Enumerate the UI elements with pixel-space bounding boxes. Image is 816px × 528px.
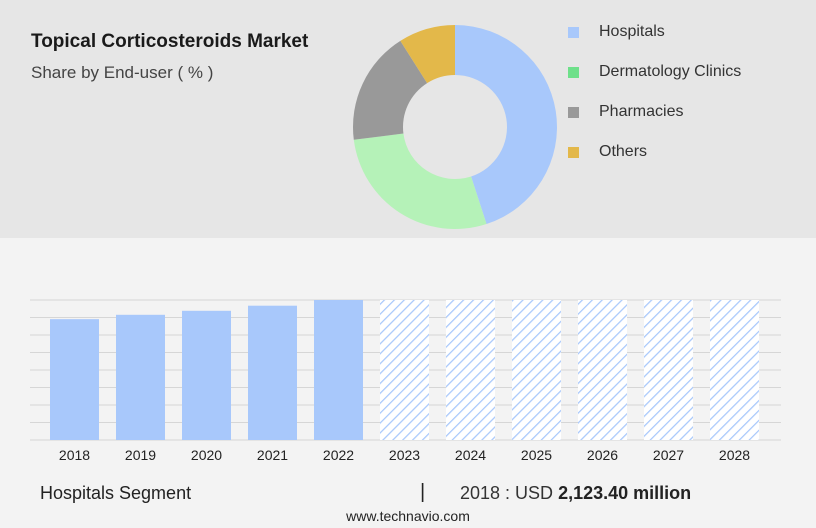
legend-swatch-dermatology-clinics [568,66,579,78]
donut-slice-dermatology-clinics[interactable] [353,133,487,230]
chart-subtitle: Share by End-user ( % ) [31,63,214,82]
x-tick-2024: 2024 [455,447,486,463]
source-link[interactable]: www.technavio.com [346,508,470,524]
x-tick-2018: 2018 [59,447,90,463]
x-tick-2025: 2025 [521,447,552,463]
footer-separator: | [420,481,426,503]
bar-2023[interactable] [380,300,429,440]
segment-label: Hospitals Segment [40,483,192,503]
legend-item-others[interactable]: Others [568,132,741,172]
legend-swatch-others [568,146,579,158]
legend-label-dermatology-clinics: Dermatology Clinics [599,63,742,80]
donut-slice-hospitals[interactable] [455,25,558,225]
x-tick-2021: 2021 [257,447,288,463]
bar-2026[interactable] [578,300,627,440]
x-tick-2026: 2026 [587,447,618,463]
chart-title: Topical Corticosteroids Market [31,31,309,52]
highlight-amount: 2,123.40 million [558,483,692,503]
bar-2028[interactable] [710,300,759,440]
x-tick-2027: 2027 [653,447,684,463]
x-tick-2019: 2019 [125,447,156,463]
x-tick-2023: 2023 [389,447,420,463]
legend-item-dermatology-clinics[interactable]: Dermatology Clinics [568,52,741,92]
bar-2025[interactable] [512,300,561,440]
bar-2027[interactable] [644,300,693,440]
legend-item-hospitals[interactable]: Hospitals [568,12,741,52]
bar-2018[interactable] [50,319,99,440]
x-tick-2028: 2028 [719,447,750,463]
bar-2020[interactable] [182,310,231,440]
bar-2022[interactable] [314,300,363,440]
legend-label-pharmacies: Pharmacies [599,103,684,120]
x-tick-2020: 2020 [191,447,222,463]
highlight-value: 2018 : USD 2,123.40 million [460,483,691,504]
legend-item-pharmacies[interactable]: Pharmacies [568,92,741,132]
x-tick-2022: 2022 [323,447,354,463]
legend-swatch-hospitals [568,26,579,38]
bar-2019[interactable] [116,314,165,440]
bar-2024[interactable] [446,300,495,440]
legend-label-others: Others [599,143,648,160]
bar-2021[interactable] [248,305,297,440]
legend-label-hospitals: Hospitals [599,23,665,40]
bar-chart: 2018 2019 2020 2021 2022 2023 2024 2025 2026 2027… [30,299,781,463]
donut-slice-others[interactable] [400,25,455,84]
highlight-year-label: 2018 : USD [460,483,554,503]
legend-swatch-pharmacies [568,106,579,118]
donut-chart [352,25,558,230]
donut-slice-pharmacies[interactable] [352,40,428,140]
legend: Hospitals Dermatology Clinics Pharmacies… [568,12,741,172]
